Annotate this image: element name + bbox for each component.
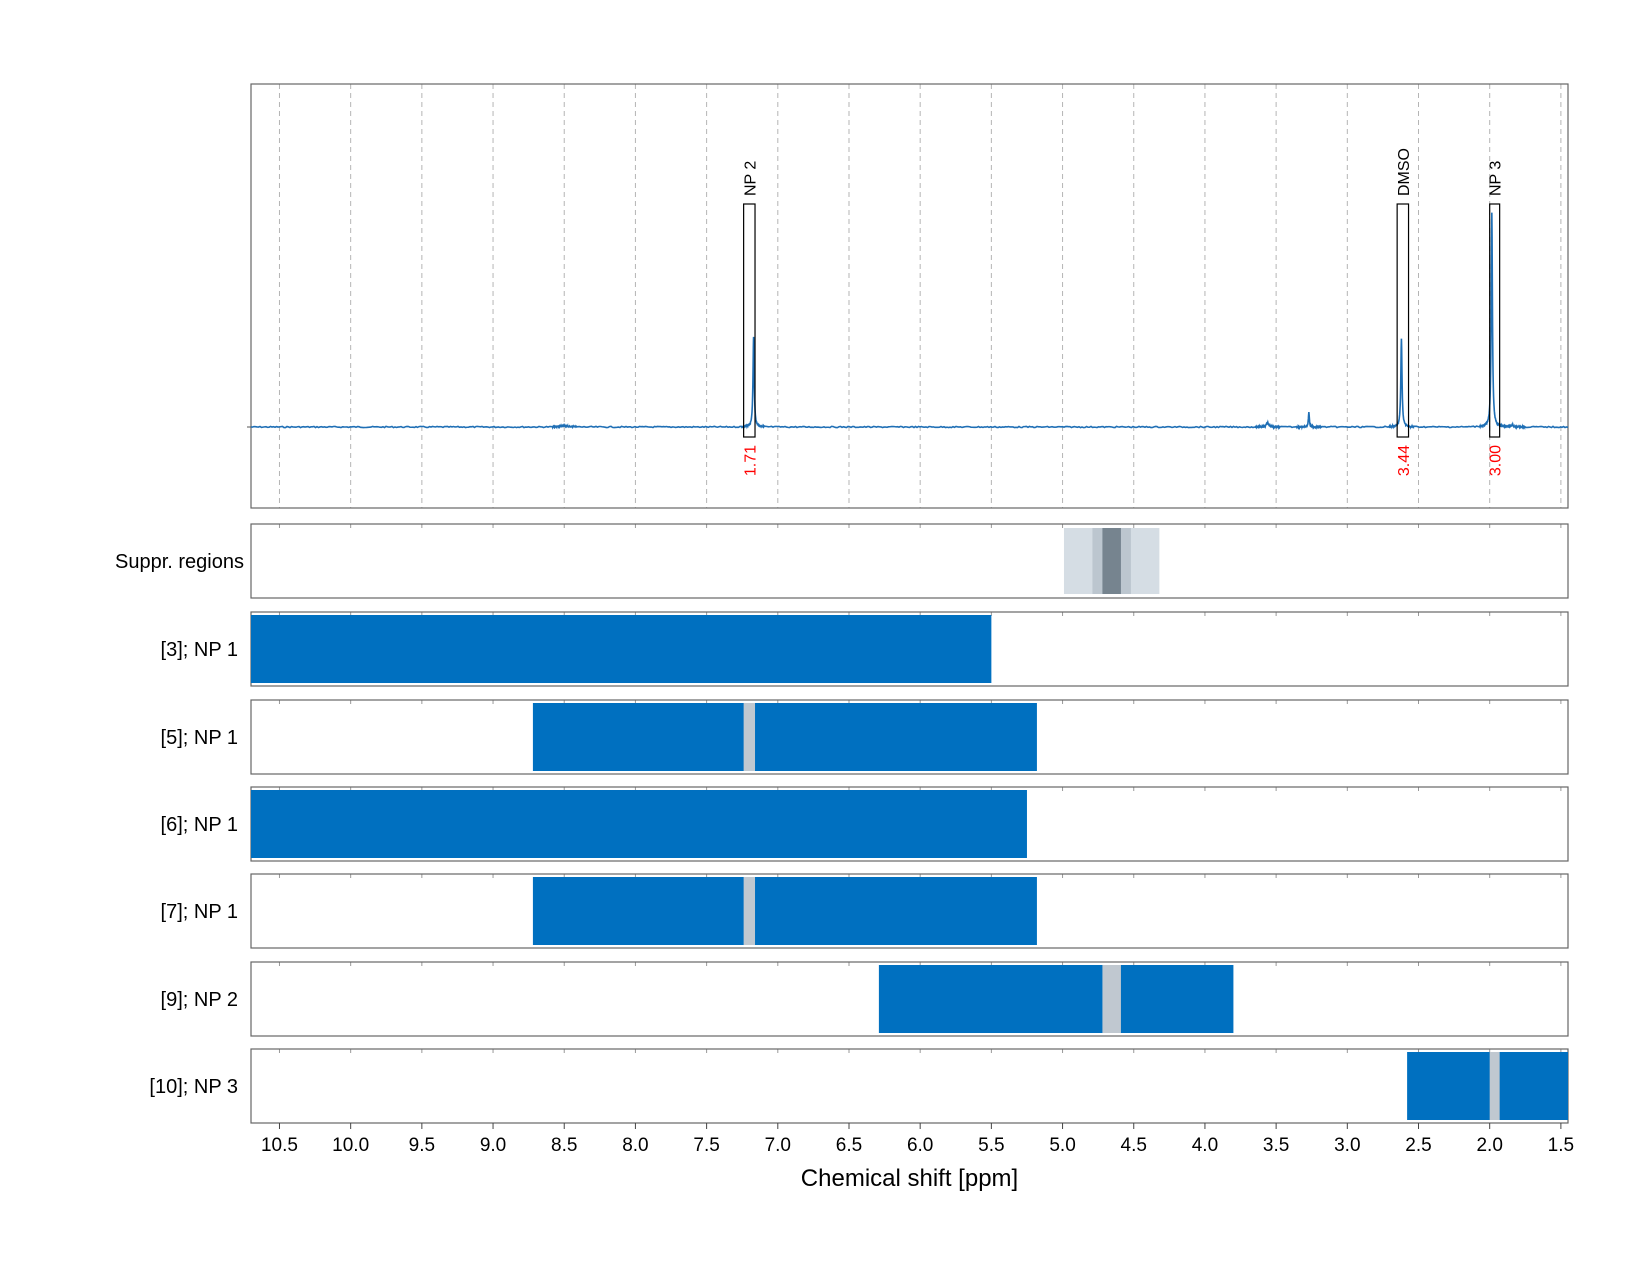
annotation-label: NP 2 <box>742 161 759 196</box>
coverage-rows: [3]; NP 1 [5]; NP 1 [6]; NP 1 [7]; NP 1 [9];… <box>149 611 1569 1124</box>
coverage-row: [3]; NP 1 <box>161 611 1569 687</box>
row-label: [7]; NP 1 <box>161 901 238 923</box>
coverage-row: [6]; NP 1 <box>161 786 1569 862</box>
annotation-box <box>743 203 756 438</box>
x-tick-label: 6.0 <box>907 1135 933 1156</box>
x-tick-label: 4.0 <box>1192 1135 1218 1156</box>
x-tick-label: 3.0 <box>1334 1135 1360 1156</box>
coverage-bar <box>1407 1052 1568 1120</box>
annotation-label: DMSO <box>1396 148 1413 196</box>
suppression-frame <box>250 523 1569 599</box>
x-tick-label: 8.5 <box>551 1135 577 1156</box>
row-label: [10]; NP 3 <box>149 1076 238 1098</box>
coverage-bar <box>878 965 1234 1033</box>
coverage-bar <box>532 703 1037 771</box>
integral-value: 3.44 <box>1396 445 1413 476</box>
row-frame <box>250 961 1569 1037</box>
grid-lines <box>278 84 1562 1053</box>
row-frame <box>250 699 1569 775</box>
spectrum-panel: NP 2 1.71 DMSO 3.44 NP 3 3.00 <box>247 83 1569 509</box>
suppression-region <box>1102 528 1121 594</box>
x-tick-label: 5.0 <box>1049 1135 1075 1156</box>
annotation-box <box>1489 203 1501 438</box>
x-tick-label: 10.5 <box>261 1135 298 1156</box>
coverage-bar <box>532 877 1037 945</box>
x-tick-label: 1.5 <box>1548 1135 1574 1156</box>
coverage-row: [9]; NP 2 <box>161 961 1569 1037</box>
row-label: [9]; NP 2 <box>161 989 238 1011</box>
x-tick-label: 3.5 <box>1263 1135 1289 1156</box>
coverage-bar <box>251 790 1027 858</box>
spectrum-frame <box>250 83 1569 509</box>
spectrum-line <box>250 212 1569 431</box>
x-tick-label: 7.0 <box>765 1135 791 1156</box>
coverage-gap <box>743 877 756 945</box>
annotation-box <box>1396 203 1410 438</box>
x-tick-label: 8.0 <box>622 1135 648 1156</box>
row-frame <box>250 1048 1569 1124</box>
x-tick-label: 4.5 <box>1121 1135 1147 1156</box>
coverage-gap <box>1102 965 1121 1033</box>
x-tick-label: 10.0 <box>332 1135 369 1156</box>
integral-value: 1.71 <box>742 445 759 476</box>
annotation-label: NP 3 <box>1488 161 1505 196</box>
coverage-gap <box>1489 1052 1500 1120</box>
x-tick-label: 2.0 <box>1476 1135 1502 1156</box>
suppression-panel: Suppr. regions <box>115 523 1569 599</box>
x-tick-label: 6.5 <box>836 1135 862 1156</box>
x-tick-label: 9.0 <box>480 1135 506 1156</box>
suppression-row-label: Suppr. regions <box>115 551 244 573</box>
row-label: [6]; NP 1 <box>161 814 238 836</box>
coverage-bar <box>251 615 992 683</box>
integral-value: 3.00 <box>1488 445 1505 476</box>
x-axis-label: Chemical shift [ppm] <box>801 1165 1018 1192</box>
x-tick-label: 2.5 <box>1405 1135 1431 1156</box>
coverage-row: [10]; NP 3 <box>149 1048 1569 1124</box>
x-tick-label: 9.5 <box>409 1135 435 1156</box>
row-label: [3]; NP 1 <box>161 639 238 661</box>
row-frame <box>250 873 1569 949</box>
x-tick-label: 5.5 <box>978 1135 1004 1156</box>
coverage-row: [5]; NP 1 <box>161 699 1569 775</box>
x-axis: Chemical shift [ppm] 10.5 10.0 9.5 9.0 8.5 8.… <box>261 1123 1574 1192</box>
row-label: [5]; NP 1 <box>161 727 238 749</box>
coverage-gap <box>743 703 756 771</box>
coverage-row: [7]; NP 1 <box>161 873 1569 949</box>
x-tick-label: 7.5 <box>693 1135 719 1156</box>
